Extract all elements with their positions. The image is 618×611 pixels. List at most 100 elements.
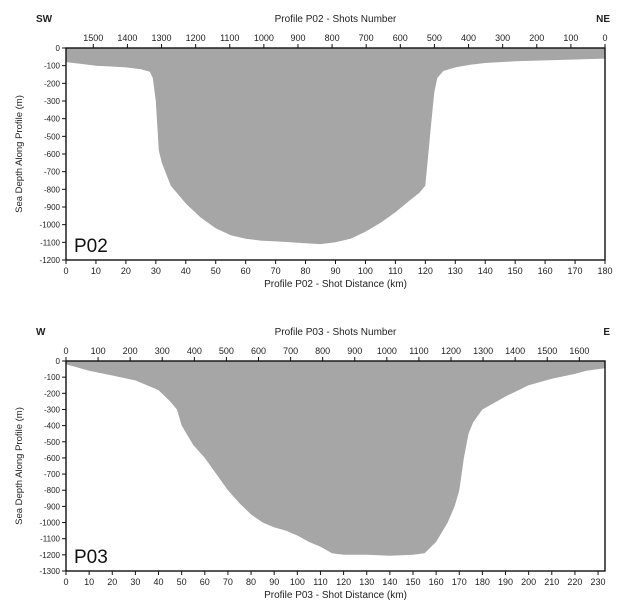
top-tick-label: 1300 [152,33,172,43]
top-tick-label: 1500 [537,346,557,356]
top-tick-label: 400 [461,33,476,43]
y-tick-label: -200 [44,79,61,88]
x-tick-label: 100 [358,266,373,276]
x-tick-label: 90 [269,577,279,587]
top-tick-label: 300 [155,346,170,356]
x-tick-label: 0 [63,577,68,587]
x-tick-label: 170 [452,577,467,587]
top-tick-label: 600 [393,33,408,43]
x-tick-label: 20 [107,577,117,587]
y-tick-label: -1100 [40,238,60,247]
x-tick-label: 140 [382,577,397,587]
plot-frame [65,360,606,572]
y-tick-label: -1100 [40,535,60,544]
top-tick-label: 1600 [569,346,589,356]
y-tick-label: -1300 [40,567,61,576]
y-tick-label: -700 [44,168,61,177]
top-tick-label: 200 [529,33,544,43]
x-tick-label: 120 [336,577,351,587]
top-tick-label: 1300 [473,346,493,356]
x-tick-label: 40 [181,266,191,276]
x-tick-label: 30 [151,266,161,276]
direction-label-left: W [36,327,46,338]
x-tick-label: 190 [498,577,513,587]
top-tick-label: 1100 [220,33,239,43]
y-tick-label: 0 [56,44,61,53]
top-tick-label: 200 [123,346,138,356]
x-tick-label: 220 [567,577,582,587]
x-tick-label: 20 [121,266,131,276]
top-tick-label: 500 [219,346,234,356]
top-tick-label: 900 [290,33,305,43]
x-tick-label: 180 [597,266,612,276]
x-tick-label: 120 [418,266,433,276]
top-tick-label: 800 [315,346,330,356]
top-tick-label: 0 [63,346,68,356]
x-tick-label: 230 [591,577,606,587]
top-tick-label: 1000 [254,33,274,43]
top-tick-label: 1000 [377,346,397,356]
top-tick-label: 700 [283,346,298,356]
x-tick-label: 110 [313,577,327,587]
panel-label: P03 [74,547,108,568]
top-tick-label: 1200 [441,346,461,356]
y-tick-label: -1200 [40,256,61,265]
x-tick-label: 30 [130,577,140,587]
x-tick-label: 210 [544,577,559,587]
x-tick-label: 100 [290,577,305,587]
y-tick-label: -200 [44,389,61,398]
top-tick-label: 0 [602,33,607,43]
x-tick-label: 150 [405,577,420,587]
y-tick-label: -500 [44,438,61,447]
x-tick-label: 50 [211,266,221,276]
top-axis-title: Profile P02 - Shots Number [275,14,397,25]
x-tick-label: 0 [63,266,68,276]
x-tick-label: 90 [330,266,340,276]
y-tick-label: -300 [44,97,61,106]
y-tick-label: -900 [44,203,61,212]
x-tick-label: 130 [359,577,374,587]
x-tick-label: 70 [271,266,281,276]
top-tick-label: 800 [325,33,340,43]
x-axis-label: Profile P03 - Shot Distance (km) [264,590,407,601]
top-tick-label: 500 [427,33,442,43]
y-tick-label: -800 [44,486,61,495]
panel-label: P02 [74,236,108,257]
x-tick-label: 10 [91,266,101,276]
x-tick-label: 80 [246,577,256,587]
y-tick-label: -800 [44,185,61,194]
x-tick-label: 40 [154,577,164,587]
y-tick-label: -1200 [40,551,61,560]
y-tick-label: -600 [44,150,61,159]
x-tick-label: 200 [521,577,536,587]
direction-label-right: NE [596,14,610,25]
y-tick-label: -100 [44,373,61,382]
top-tick-label: 300 [495,33,510,43]
y-axis-label: Sea Depth Along Profile (m) [14,407,25,525]
x-tick-label: 160 [429,577,444,587]
top-tick-label: 600 [251,346,266,356]
y-tick-label: -400 [44,422,61,431]
top-tick-label: 1400 [117,33,137,43]
top-tick-label: 1500 [83,33,103,43]
x-tick-label: 150 [508,266,523,276]
top-tick-label: 1400 [505,346,525,356]
x-tick-label: 10 [84,577,94,587]
top-axis-title: Profile P03 - Shots Number [275,327,397,338]
x-tick-label: 50 [177,577,187,587]
y-tick-label: -100 [44,62,61,71]
direction-label-right: E [603,327,610,338]
y-tick-label: -600 [44,454,61,463]
x-tick-label: 60 [241,266,251,276]
y-tick-label: -300 [44,405,61,414]
depth-profile-area [66,361,605,556]
x-tick-label: 80 [301,266,311,276]
x-axis-label: Profile P02 - Shot Distance (km) [264,279,407,290]
y-tick-label: -1000 [40,519,61,528]
depth-profile-area [66,48,605,245]
y-tick-label: -700 [44,470,61,479]
top-tick-label: 100 [91,346,106,356]
top-tick-label: 1200 [186,33,206,43]
